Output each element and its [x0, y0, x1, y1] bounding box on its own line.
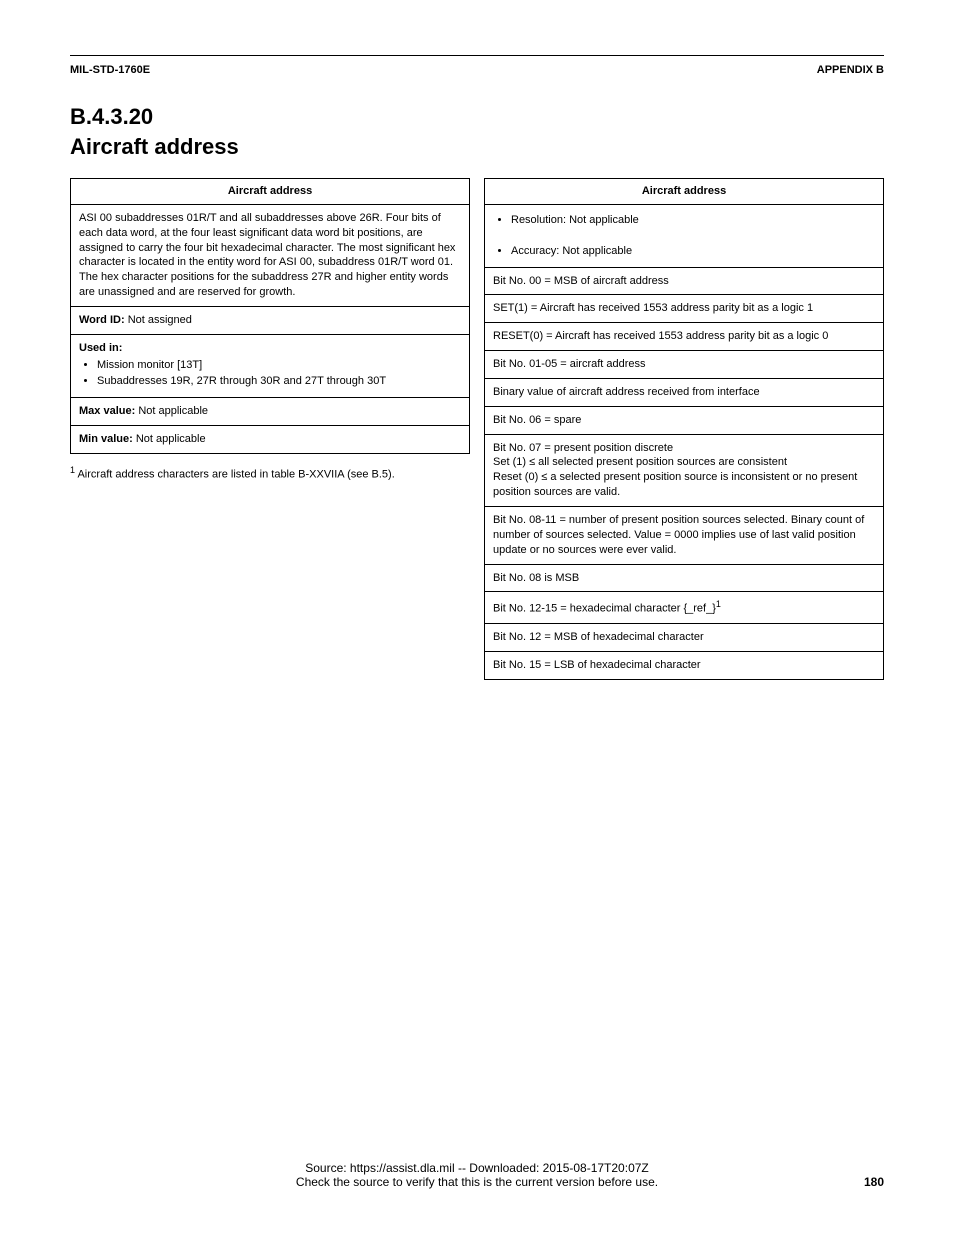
right-row-bit0811: Bit No. 08-11 = number of present positi… — [485, 506, 884, 564]
left-column: Aircraft address ASI 00 subaddresses 01R… — [70, 178, 470, 482]
right-row-bit08msb: Bit No. 08 is MSB — [485, 564, 884, 592]
label-min: Min value: — [79, 433, 133, 445]
usedin-bullet-1: Subaddresses 19R, 27R through 30R and 27… — [97, 374, 461, 389]
page-header: MIL-STD-1760E APPENDIX B — [70, 64, 884, 76]
left-row-max: Max value: Not applicable — [71, 398, 470, 426]
left-table: Aircraft address ASI 00 subaddresses 01R… — [70, 178, 470, 454]
footer-notes: Source: https://assist.dla.mil -- Downlo… — [0, 1161, 954, 1189]
value-wordid: Not assigned — [128, 314, 192, 326]
value-max: Not applicable — [138, 405, 208, 417]
right-row-bit15lsb: Bit No. 15 = LSB of hexadecimal characte… — [485, 651, 884, 679]
label-wordid: Word ID: — [79, 314, 125, 326]
right-row-bit00: Bit No. 00 = MSB of aircraft address — [485, 267, 884, 295]
left-row-wordid: Word ID: Not assigned — [71, 306, 470, 334]
bit1215-ref: 1 — [716, 599, 721, 609]
footer-restriction: Check the source to verify that this is … — [0, 1175, 954, 1189]
header-standard: MIL-STD-1760E — [70, 64, 150, 76]
bit07-line-2: Reset (0) ≤ a selected present position … — [493, 470, 875, 500]
bit07-line-0: Bit No. 07 = present position discrete — [493, 441, 875, 456]
right-row-bit12msb: Bit No. 12 = MSB of hexadecimal characte… — [485, 623, 884, 651]
left-row-desc: ASI 00 subaddresses 01R/T and all subadd… — [71, 204, 470, 306]
right-row-reset0: RESET(0) = Aircraft has received 1553 ad… — [485, 323, 884, 351]
right-row-set1: SET(1) = Aircraft has received 1553 addr… — [485, 295, 884, 323]
section-title: Aircraft address — [70, 134, 884, 160]
right-row-resolution: Resolution: Not applicable — [485, 204, 884, 235]
label-usedin: Used in: — [79, 341, 461, 356]
right-table: Aircraft address Resolution: Not applica… — [484, 178, 884, 680]
right-row-binaryval: Binary value of aircraft address receive… — [485, 378, 884, 406]
right-row-bit07: Bit No. 07 = present position discrete S… — [485, 434, 884, 506]
header-rule — [70, 55, 884, 56]
right-column: Aircraft address Resolution: Not applica… — [484, 178, 884, 680]
footnote-text: Aircraft address characters are listed i… — [75, 469, 395, 481]
right-table-header: Aircraft address — [485, 179, 884, 205]
bit1215-text: Bit No. 12-15 = hexadecimal character {_… — [493, 603, 716, 615]
label-max: Max value: — [79, 405, 135, 417]
footer-source: Source: https://assist.dla.mil -- Downlo… — [0, 1161, 954, 1175]
right-row-bit1215: Bit No. 12-15 = hexadecimal character {_… — [485, 592, 884, 624]
left-row-usedin: Used in: Mission monitor [13T] Subaddres… — [71, 334, 470, 398]
header-appendix: APPENDIX B — [817, 64, 884, 76]
accuracy-bullet: Accuracy: Not applicable — [511, 244, 875, 259]
usedin-bullet-0: Mission monitor [13T] — [97, 358, 461, 373]
left-footnote: 1 Aircraft address characters are listed… — [70, 464, 470, 483]
bit07-line-1: Set (1) ≤ all selected present position … — [493, 455, 875, 470]
right-row-bit06: Bit No. 06 = spare — [485, 406, 884, 434]
value-min: Not applicable — [136, 433, 206, 445]
right-row-bit0105: Bit No. 01-05 = aircraft address — [485, 351, 884, 379]
right-row-accuracy: Accuracy: Not applicable — [485, 236, 884, 267]
left-table-header: Aircraft address — [71, 179, 470, 205]
resolution-bullet: Resolution: Not applicable — [511, 213, 875, 228]
section-number: B.4.3.20 — [70, 104, 884, 130]
left-row-min: Min value: Not applicable — [71, 426, 470, 454]
